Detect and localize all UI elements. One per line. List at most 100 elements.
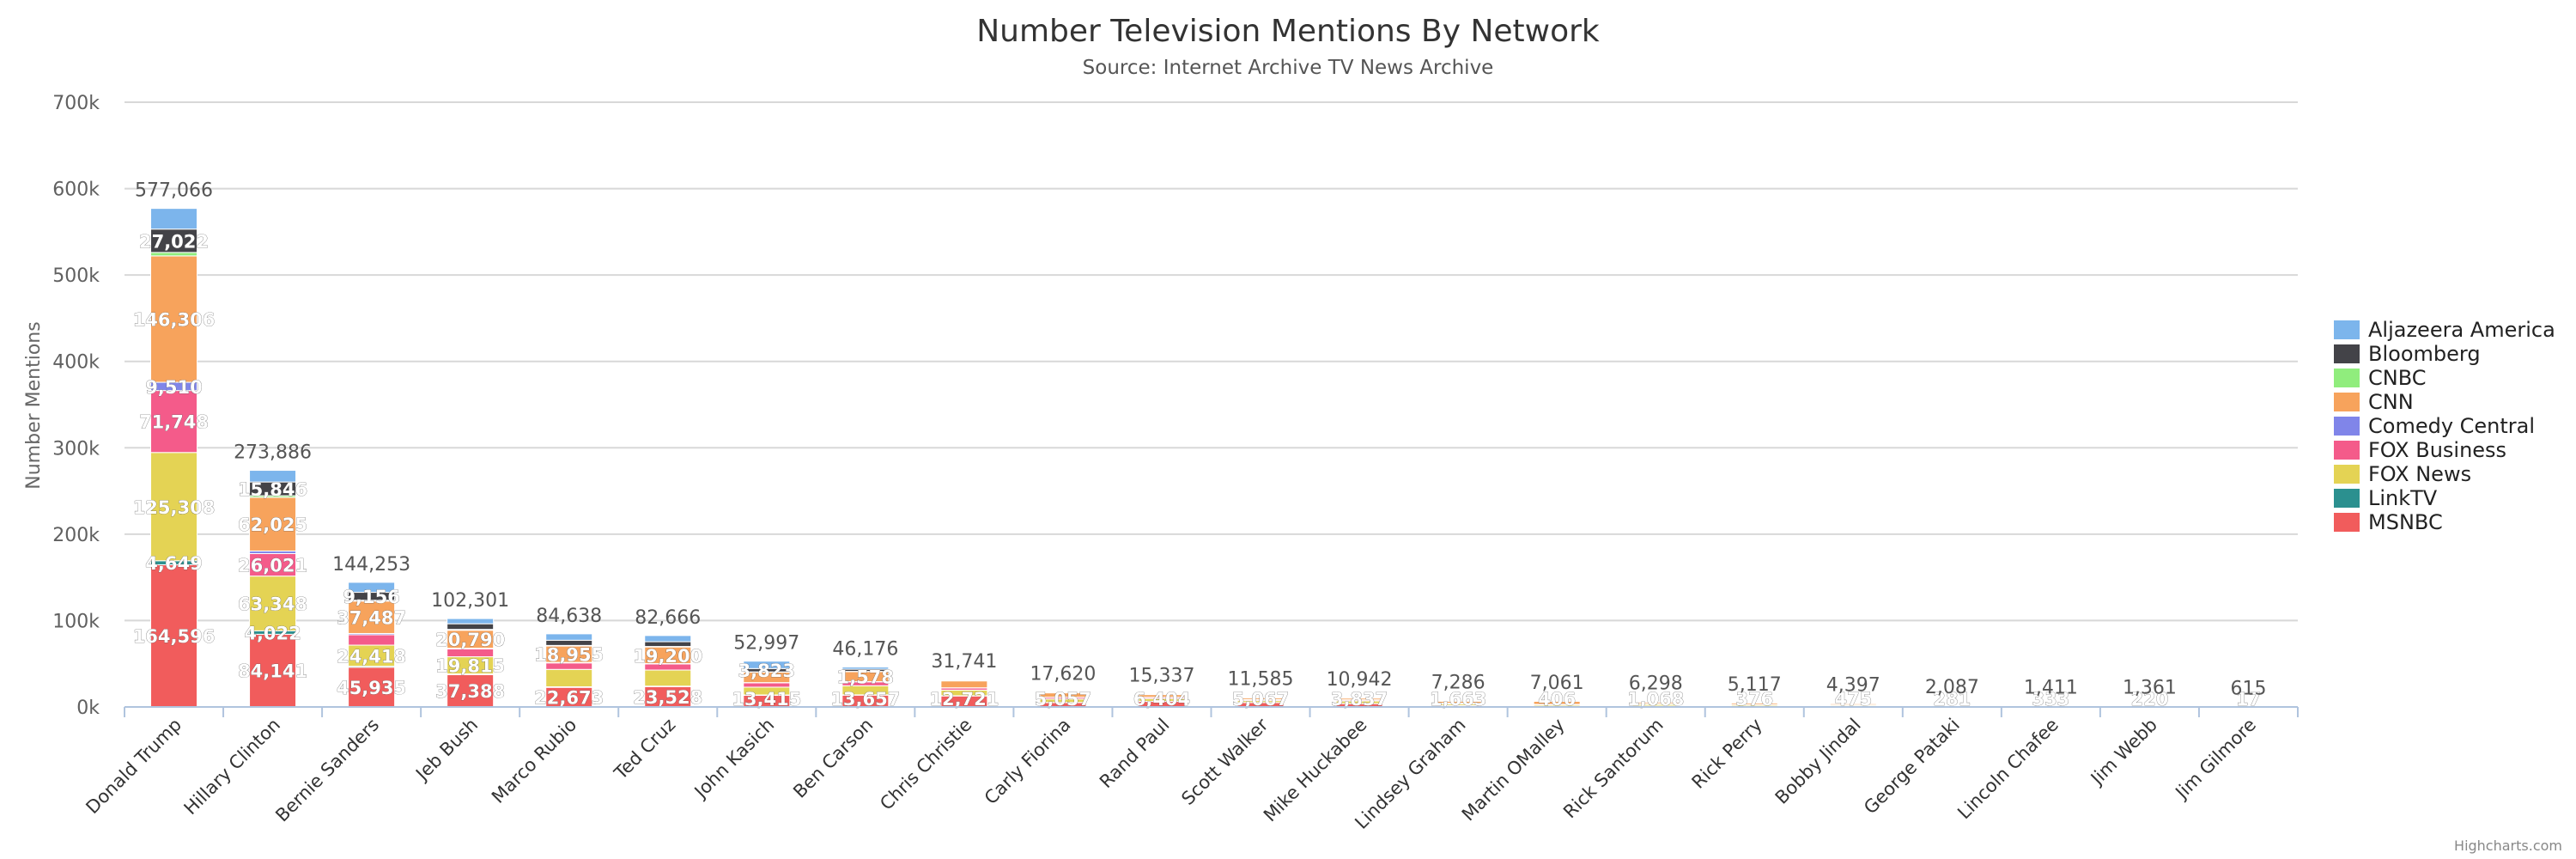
- legend-item[interactable]: CNN: [2334, 390, 2414, 414]
- chart-title: Number Television Mentions By Network: [976, 14, 1600, 49]
- legend-item[interactable]: CNBC: [2334, 366, 2427, 390]
- x-tick-label: Jim Webb: [2086, 715, 2161, 790]
- bar-segment[interactable]: [150, 564, 198, 708]
- y-tick-label: 600k: [52, 180, 100, 201]
- bar-segment[interactable]: [150, 208, 198, 230]
- segment-value-label: 27,022: [139, 231, 209, 252]
- legend-label: CNN: [2368, 390, 2414, 414]
- x-tick-label: Chris Christie: [876, 715, 975, 814]
- segment-value-label: 84,141: [238, 661, 307, 682]
- legend-label: CNBC: [2368, 366, 2427, 390]
- bar-segment[interactable]: [348, 634, 396, 646]
- bar-segment[interactable]: [249, 497, 297, 551]
- legend-swatch: [2334, 465, 2360, 484]
- chart-subtitle: Source: Internet Archive TV News Archive: [1083, 57, 1494, 79]
- bar-segment[interactable]: [841, 667, 890, 670]
- stack-total-label: 82,666: [635, 607, 701, 629]
- segment-value-label: 125,308: [133, 497, 216, 518]
- legend-swatch: [2334, 320, 2360, 339]
- bar-segment[interactable]: [447, 673, 495, 708]
- segment-value-label: 37,487: [337, 608, 406, 629]
- segment-labels: 164,596 4,649 125,308 71,748 9,510 146,306 27,…: [132, 231, 2261, 710]
- x-tick-label: Ben Carson: [789, 715, 877, 802]
- bar-segment[interactable]: [249, 470, 297, 483]
- segment-value-label: 18,955: [534, 645, 604, 666]
- bar-segment[interactable]: [249, 633, 297, 708]
- stack-total-label: 17,620: [1030, 663, 1096, 685]
- segment-value-label: 63,348: [238, 594, 307, 614]
- stack-total-label: 5,117: [1728, 674, 1782, 696]
- x-tick-label: Donald Trump: [82, 715, 185, 819]
- bar-segment[interactable]: [348, 582, 396, 594]
- legend-swatch: [2334, 513, 2360, 532]
- segment-value-label: 62,025: [238, 515, 307, 535]
- bar-segment[interactable]: [249, 576, 297, 631]
- x-tick-label: Lincoln Chafee: [1953, 715, 2063, 824]
- y-tick-label: 200k: [52, 525, 100, 546]
- legend-item[interactable]: Aljazeera America: [2334, 318, 2555, 342]
- stack-total-label: 7,061: [1530, 673, 1584, 694]
- stack-total-label: 615: [2230, 678, 2266, 699]
- x-tick-label: Rick Santorum: [1559, 715, 1668, 823]
- legend-item[interactable]: LinkTV: [2334, 486, 2438, 510]
- credits-link[interactable]: Highcharts.com: [2454, 838, 2562, 854]
- segment-value-label: 146,306: [133, 309, 216, 330]
- stack-total-label: 6,298: [1629, 673, 1683, 695]
- stack-total-label: 577,066: [135, 180, 213, 202]
- stack-total-label: 102,301: [431, 590, 509, 612]
- y-axis-ticks: 0k 100k 200k 300k 400k 500k 600k 700k: [52, 93, 100, 719]
- legend[interactable]: Aljazeera AmericaBloombergCNBCCNNComedy …: [2334, 318, 2555, 534]
- segment-value-label: 37,388: [435, 681, 505, 702]
- legend-label: Bloomberg: [2368, 342, 2481, 366]
- bar-segment[interactable]: [150, 255, 198, 383]
- legend-item[interactable]: FOX Business: [2334, 438, 2506, 462]
- stack-total-label: 4,397: [1826, 675, 1880, 697]
- legend-item[interactable]: Comedy Central: [2334, 414, 2535, 438]
- bar-segment[interactable]: [447, 623, 495, 631]
- segment-value-label: 22,673: [534, 688, 604, 709]
- bar-segment[interactable]: [743, 661, 791, 669]
- x-tick-label: Jeb Bush: [410, 715, 482, 786]
- bars: [150, 208, 2272, 708]
- segment-value-label: 71,748: [139, 412, 209, 433]
- bar-segment[interactable]: [545, 668, 593, 687]
- stack-total-label: 31,741: [931, 651, 997, 673]
- legend-item[interactable]: Bloomberg: [2334, 342, 2481, 366]
- x-tick-label: Rick Perry: [1688, 715, 1766, 793]
- x-tick-label: Marco Rubio: [488, 715, 580, 807]
- stack-total-label: 15,337: [1128, 666, 1194, 687]
- x-tick-label: Jim Gilmore: [2171, 715, 2260, 804]
- bar-segment[interactable]: [743, 682, 791, 688]
- legend-item[interactable]: MSNBC: [2334, 510, 2443, 534]
- bar-segment[interactable]: [348, 600, 396, 634]
- bar-segment[interactable]: [150, 228, 198, 253]
- bar-segment[interactable]: [249, 552, 297, 577]
- stack-total-label: 1,361: [2123, 678, 2177, 699]
- segment-value-label: 23,528: [633, 687, 702, 708]
- segment-value-label: 3,823: [738, 661, 795, 681]
- bar-segment[interactable]: [545, 633, 593, 641]
- y-tick-label: 400k: [52, 352, 100, 374]
- segment-value-label: 9,156: [343, 587, 399, 607]
- bar-segment[interactable]: [150, 452, 198, 562]
- x-tick-label: George Pataki: [1860, 715, 1964, 819]
- x-tick-label: John Kasich: [690, 715, 778, 803]
- segment-value-label: 4,022: [244, 623, 301, 643]
- bar-segment[interactable]: [644, 635, 692, 643]
- stack-total-label: 273,886: [234, 442, 312, 464]
- stack-total-label: 144,253: [332, 554, 410, 576]
- bar-segment[interactable]: [150, 252, 198, 257]
- legend-item[interactable]: FOX News: [2334, 462, 2471, 486]
- x-tick-label: Hillary Clinton: [180, 715, 285, 819]
- bar-segment[interactable]: [150, 390, 198, 454]
- segment-value-label: 20,790: [435, 630, 505, 650]
- y-tick-label: 0k: [76, 698, 100, 719]
- segment-value-label: 9,510: [145, 377, 202, 398]
- bar-segment[interactable]: [940, 680, 988, 689]
- bar-segment[interactable]: [447, 618, 495, 624]
- bar-segment[interactable]: [644, 669, 692, 687]
- stack-totals: 577,066 273,886 144,253 102,301 84,638 82,666…: [135, 180, 2266, 700]
- bar-segment[interactable]: [348, 644, 396, 667]
- legend-label: FOX Business: [2368, 438, 2506, 462]
